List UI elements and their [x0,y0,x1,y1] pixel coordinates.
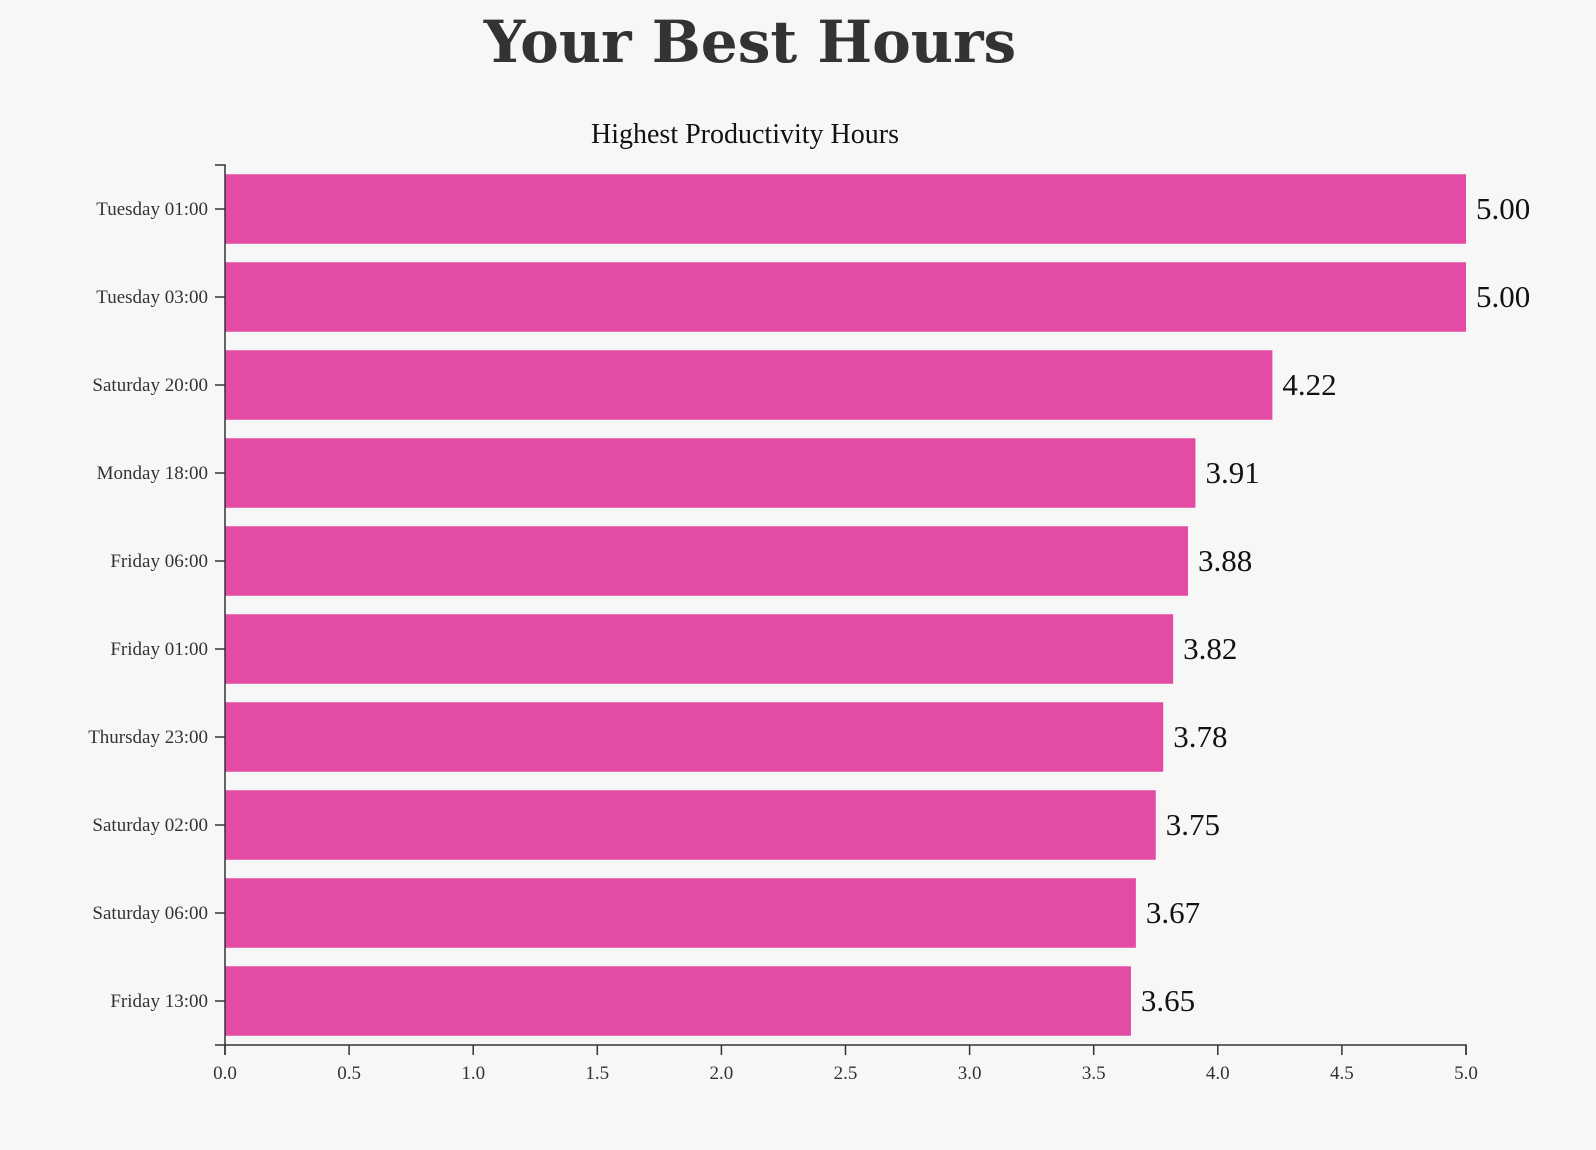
value-label-3: 3.91 [1205,455,1259,490]
bar-0 [225,174,1466,244]
y-tick-label-3: Monday 18:00 [97,463,208,484]
value-label-9: 3.65 [1141,983,1195,1018]
value-label-8: 3.67 [1146,895,1200,930]
y-axis: Tuesday 01:00 Tuesday 03:00 Saturday 20:00… [88,164,226,1046]
y-tick-label-2: Saturday 20:00 [92,375,208,396]
page-title: Your Best Hours [483,8,1017,76]
x-tick-label-8: 4.0 [1206,1063,1230,1084]
x-tick-label-5: 2.5 [834,1063,858,1084]
y-tick-label-4: Friday 06:00 [110,551,208,572]
value-label-1: 5.00 [1476,279,1530,314]
x-tick-label-3: 1.5 [585,1063,609,1084]
y-tick-label-5: Friday 01:00 [110,639,208,660]
y-tick-label-6: Thursday 23:00 [88,727,208,748]
bar-5 [225,614,1174,684]
value-label-0: 5.00 [1476,191,1530,226]
bar-2 [225,350,1273,420]
bar-7 [225,790,1156,860]
value-label-2: 4.22 [1282,367,1336,402]
y-tick-label-8: Saturday 06:00 [92,903,208,924]
x-tick-label-6: 3.0 [958,1063,982,1084]
value-label-5: 3.82 [1183,631,1237,666]
bar-3 [225,438,1196,508]
x-tick-label-7: 3.5 [1082,1063,1106,1084]
bar-6 [225,702,1164,772]
bars-group [225,174,1466,1036]
y-tick-label-0: Tuesday 01:00 [96,199,208,220]
y-tick-label-1: Tuesday 03:00 [96,287,208,308]
value-label-6: 3.78 [1173,719,1227,754]
value-label-4: 3.88 [1198,543,1252,578]
x-tick-label-0: 0.0 [213,1063,237,1084]
bar-9 [225,966,1131,1036]
x-tick-label-2: 1.0 [461,1063,485,1084]
x-tick-label-4: 2.0 [710,1063,734,1084]
x-tick-label-1: 0.5 [337,1063,361,1084]
bar-1 [225,262,1466,332]
y-axis-line [215,164,226,1046]
y-tick-label-9: Friday 13:00 [110,991,208,1012]
value-labels-group: 5.00 5.00 4.22 3.91 3.88 3.82 3.78 3.75 3.67 3.65 [1141,191,1530,1018]
y-tick-label-7: Saturday 02:00 [92,815,208,836]
bar-4 [225,526,1189,596]
chart-title: Highest Productivity Hours [591,119,899,150]
x-axis: 0.0 0.5 1.0 1.5 2.0 2.5 3.0 3.5 4.0 4.5 5.0 [213,1044,1478,1084]
value-label-7: 3.75 [1166,807,1220,842]
x-tick-label-9: 4.5 [1330,1063,1354,1084]
x-tick-label-10: 5.0 [1454,1063,1478,1084]
bar-8 [225,878,1136,948]
